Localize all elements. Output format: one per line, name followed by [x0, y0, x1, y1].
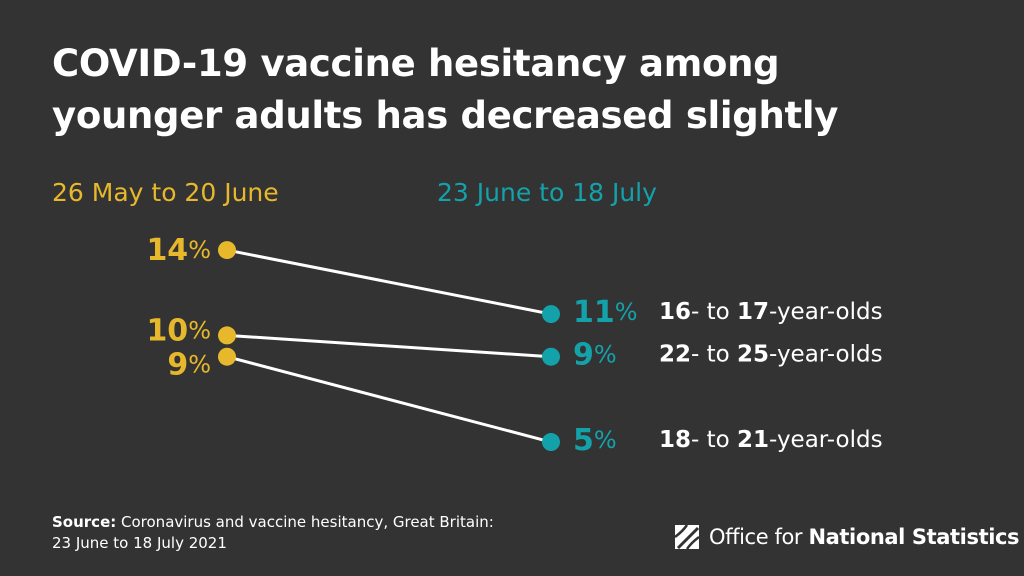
slope-line: [226, 333, 552, 359]
period-end-label: 23 June to 18 July: [437, 178, 657, 207]
source-label: Source:: [52, 513, 117, 531]
logo-text-bold: National Statistics: [808, 525, 1020, 549]
start-value-label: 9%: [167, 347, 211, 382]
source-text: Coronavirus and vaccine hesitancy, Great…: [116, 513, 494, 531]
category-label: 16- to 17-year-olds: [659, 299, 883, 325]
start-point: [218, 326, 236, 345]
ons-logo: Office for National Statistics: [673, 521, 1020, 553]
start-value-label: 14%: [146, 233, 211, 268]
start-point: [218, 241, 236, 260]
category-label: 18- to 21-year-olds: [659, 427, 883, 453]
logo-text-regular: Office for: [709, 525, 809, 549]
slope-line: [226, 355, 552, 444]
start-value-label: 10%: [146, 313, 211, 348]
end-value-label: 9%: [573, 337, 617, 372]
end-value-label: 5%: [573, 423, 617, 458]
slope-line: [226, 248, 552, 316]
title-line-2: younger adults has decreased slightly: [52, 94, 839, 137]
source-text-2: 23 June to 18 July 2021: [52, 534, 227, 552]
end-point: [542, 433, 560, 452]
end-value-label: 11%: [573, 295, 638, 330]
end-point: [542, 305, 560, 324]
source-note: Source: Coronavirus and vaccine hesitanc…: [52, 512, 612, 554]
category-label: 22- to 25-year-olds: [659, 342, 883, 368]
chart-title: COVID-19 vaccine hesitancy among younger…: [52, 38, 992, 142]
period-start-label: 26 May to 20 June: [52, 178, 279, 207]
start-point: [218, 347, 236, 366]
title-line-1: COVID-19 vaccine hesitancy among: [52, 42, 780, 85]
end-point: [542, 347, 560, 366]
ons-logo-icon: [674, 524, 700, 550]
logo-text: Office for National Statistics: [709, 525, 1020, 549]
